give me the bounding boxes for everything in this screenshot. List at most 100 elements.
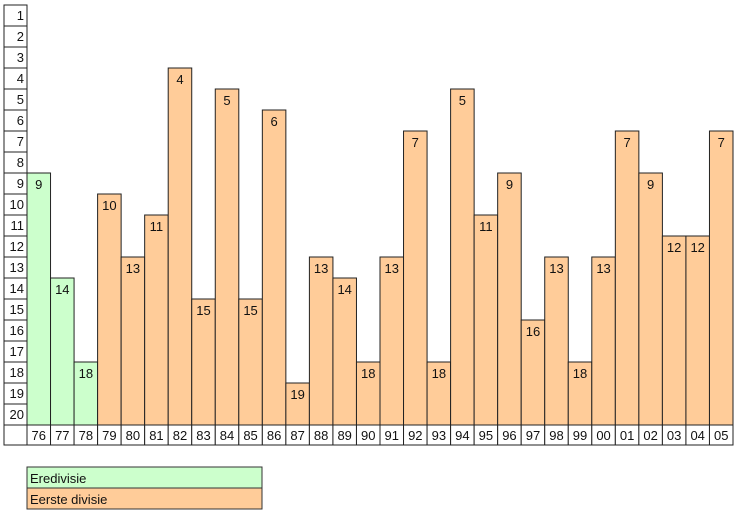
x-tick-label: 90 [361,428,375,443]
x-tick-label: 79 [102,428,116,443]
bar-02 [638,172,663,426]
legend-label: Eerste divisie [30,492,107,507]
bar-76 [26,172,52,426]
bar-79 [97,193,122,426]
x-tick-label: 01 [620,428,634,443]
bar-92 [403,130,428,426]
bar-86 [261,109,287,426]
data-label: 9 [647,177,654,192]
bar-77 [50,277,75,426]
x-tick-label: 03 [667,428,681,443]
x-tick-label: 76 [32,428,46,443]
data-label: 18 [79,366,93,381]
bar-82 [167,67,193,426]
x-tick-label: 93 [432,428,446,443]
x-tick-label: 96 [502,428,516,443]
data-label: 19 [290,387,304,402]
y-tick-label: 19 [10,386,24,401]
y-tick-label: 11 [11,218,25,233]
data-label: 13 [549,261,563,276]
y-tick-label: 15 [10,302,24,317]
data-label: 7 [718,135,725,150]
x-tick-label: 85 [243,428,257,443]
y-tick-label: 3 [17,50,24,65]
legend-label: Eredivisie [30,471,86,486]
x-tick-label: 92 [408,428,422,443]
x-tick-label: 99 [573,428,587,443]
legend-item [26,487,263,510]
data-label: 11 [479,219,493,234]
x-tick-label: 02 [643,428,657,443]
data-label: 15 [196,303,210,318]
y-tick-label: 8 [17,155,24,170]
data-label: 7 [623,135,630,150]
x-tick-label: 81 [149,428,163,443]
data-label: 9 [506,177,513,192]
y-tick-label: 13 [10,260,24,275]
x-tick-label: 82 [173,428,187,443]
x-tick-label: 84 [220,428,234,443]
x-tick-label: 80 [126,428,140,443]
data-label: 12 [690,240,704,255]
bar-88 [308,256,334,426]
data-label: 14 [55,282,69,297]
data-label: 13 [126,261,140,276]
y-tick-label: 4 [17,71,24,86]
x-tick-label: 98 [549,428,563,443]
y-tick-label: 18 [10,365,24,380]
data-label: 9 [35,177,42,192]
y-tick-label: 5 [17,92,24,107]
x-tick-label: 89 [337,428,351,443]
y-tick-label: 20 [10,407,24,422]
x-tick-label: 87 [290,428,304,443]
data-label: 18 [573,366,587,381]
bar-96 [497,172,522,426]
data-label: 12 [667,240,681,255]
x-tick-label: 88 [314,428,328,443]
bar-80 [120,256,146,426]
x-tick-label: 97 [526,428,540,443]
bar-81 [144,214,169,426]
data-label: 18 [361,366,375,381]
data-label: 5 [223,93,230,108]
data-label: 13 [314,261,328,276]
data-label: 4 [176,72,183,87]
data-label: 6 [270,114,277,129]
data-label: 18 [432,366,446,381]
axis-corner-cell [3,424,28,446]
data-label: 14 [337,282,351,297]
y-tick-label: 10 [10,197,24,212]
x-tick-label: 05 [714,428,728,443]
bar-04 [685,235,710,426]
y-tick-label: 1 [17,8,24,23]
x-tick-label: 95 [479,428,493,443]
bar-95 [473,214,499,426]
x-tick-label: 04 [690,428,704,443]
bar-01 [614,130,640,426]
x-tick-label: 77 [55,428,69,443]
y-tick-label: 2 [17,29,24,44]
data-label: 7 [412,135,419,150]
data-label: 13 [385,261,399,276]
bar-91 [379,256,405,426]
data-label: 11 [150,219,164,234]
bar-03 [661,235,687,426]
y-tick-label: 17 [10,344,24,359]
y-tick-label: 6 [17,113,24,128]
y-tick-label: 7 [17,134,24,149]
x-tick-label: 78 [79,428,93,443]
x-tick-label: 83 [196,428,210,443]
x-tick-label: 86 [267,428,281,443]
bar-89 [332,277,357,426]
x-tick-label: 91 [385,428,399,443]
y-tick-label: 9 [17,176,24,191]
y-tick-label: 14 [10,281,24,296]
y-tick-label: 16 [10,323,24,338]
bar-00 [591,256,616,426]
bar-05 [708,130,734,426]
x-tick-label: 00 [596,428,610,443]
data-label: 5 [459,93,466,108]
data-label: 10 [102,198,116,213]
x-tick-cell [708,424,734,446]
